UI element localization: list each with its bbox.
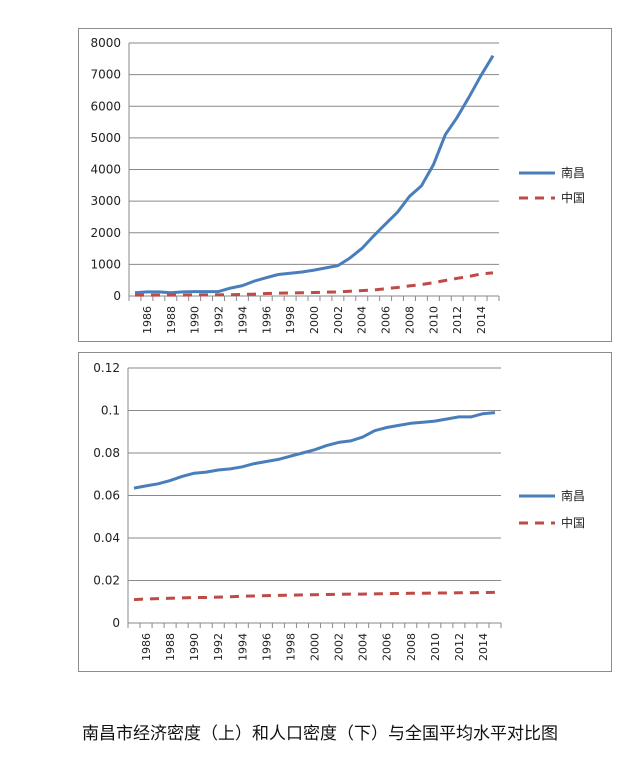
y-tick-label: 8000 xyxy=(90,36,121,50)
population-density-chart: 0 0.02 0.04 0.06 0.08 0.1 0.12 1986 1988 1990 1992… xyxy=(78,352,612,672)
y-tick-label: 0.06 xyxy=(93,489,120,503)
legend-label: 中国 xyxy=(561,190,585,205)
x-tick-label: 1994 xyxy=(236,306,249,334)
y-tick-label: 0 xyxy=(112,616,120,630)
x-tick-label: 1998 xyxy=(284,306,297,334)
x-tick-label: 2008 xyxy=(403,306,416,334)
series-line-china xyxy=(135,271,494,297)
x-tick-label: 2002 xyxy=(332,306,345,334)
x-tick-label: 2006 xyxy=(381,633,394,661)
y-tick-label: 7000 xyxy=(90,68,121,82)
legend-label: 南昌 xyxy=(561,165,585,180)
x-tick-label: 1994 xyxy=(236,633,249,661)
y-tick-label: 4000 xyxy=(90,163,121,177)
x-tick-label: 2006 xyxy=(380,306,393,334)
x-tick-label: 1992 xyxy=(213,306,226,334)
population-density-plot: 0 0.02 0.04 0.06 0.08 0.1 0.12 1986 1988 1990 1992… xyxy=(93,361,585,661)
x-tick-label: 2002 xyxy=(333,633,346,661)
x-tick-label: 2008 xyxy=(405,633,418,661)
x-tick-label: 2004 xyxy=(357,633,370,661)
x-tick-label: 2012 xyxy=(451,306,464,334)
figure-caption: 南昌市经济密度（上）和人口密度（下）与全国平均水平对比图 xyxy=(82,724,558,744)
y-tick-label: 6000 xyxy=(90,99,121,113)
y-tick-label: 1000 xyxy=(90,257,121,271)
x-tick-label: 2010 xyxy=(429,633,442,661)
y-tick-label: 0.08 xyxy=(93,446,120,460)
series-line-nanchang xyxy=(134,54,495,295)
x-tick-label: 2014 xyxy=(475,306,488,334)
x-tick-label: 1990 xyxy=(189,306,202,334)
y-tick-label: 5000 xyxy=(90,131,121,145)
x-tick-label: 1992 xyxy=(212,633,225,661)
y-tick-label: 0 xyxy=(113,289,121,303)
x-tick-label: 2004 xyxy=(356,306,369,334)
x-tick-label: 1996 xyxy=(260,306,273,334)
x-tick-label: 1996 xyxy=(260,633,273,661)
y-tick-label: 0.04 xyxy=(93,531,120,545)
economic-density-plot: 0 1000 2000 3000 4000 5000 6000 7000 8000 1986 198… xyxy=(90,36,585,334)
x-tick-label: 1986 xyxy=(140,633,153,661)
series-line-china xyxy=(133,590,496,602)
y-tick-label: 2000 xyxy=(90,226,121,240)
y-tick-label: 0.02 xyxy=(93,574,120,588)
legend-label: 南昌 xyxy=(561,488,585,503)
x-tick-label: 2010 xyxy=(427,306,440,334)
legend-label: 中国 xyxy=(561,515,585,530)
x-tick-label: 1988 xyxy=(165,306,178,334)
y-tick-label: 3000 xyxy=(90,194,121,208)
x-tick-label: 1998 xyxy=(284,633,297,661)
x-tick-label: 2014 xyxy=(477,633,490,661)
economic-density-chart: 0 1000 2000 3000 4000 5000 6000 7000 8000 1986 198… xyxy=(78,28,612,342)
y-tick-label: 0.12 xyxy=(93,361,120,375)
x-tick-label: 1986 xyxy=(141,306,154,334)
x-tick-label: 2012 xyxy=(453,633,466,661)
x-tick-label: 1988 xyxy=(164,633,177,661)
x-tick-label: 1990 xyxy=(188,633,201,661)
y-tick-label: 0.1 xyxy=(101,404,120,418)
series-line-nanchang xyxy=(133,411,496,490)
x-tick-label: 2000 xyxy=(308,306,321,334)
x-tick-label: 2000 xyxy=(309,633,322,661)
